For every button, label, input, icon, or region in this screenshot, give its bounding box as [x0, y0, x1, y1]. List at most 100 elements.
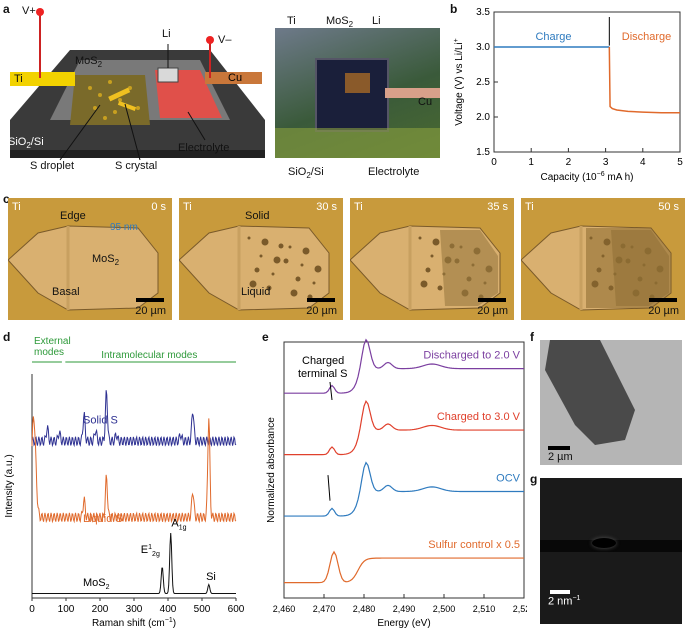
droplet: [418, 236, 422, 240]
sem-image: 2 µm: [540, 340, 682, 465]
frame-time-label: 35 s: [487, 201, 508, 213]
frame-scalebar-label: 20 µm: [306, 305, 337, 317]
diffraction-scalebar: [550, 590, 570, 594]
flake-drawing: [179, 225, 330, 311]
frame-scalebar-label: 20 µm: [135, 305, 166, 317]
legend-2: OCV: [496, 473, 521, 485]
panel-label-c: c: [3, 192, 10, 206]
frame-scalebar: [649, 298, 677, 302]
photo-ti-label: Ti: [287, 15, 296, 27]
x-tick-label: 500: [194, 604, 211, 615]
x-tick-label: 100: [58, 604, 75, 615]
y-tick-label: 3.0: [476, 42, 490, 53]
x-tick-label: 2: [566, 157, 572, 168]
droplet: [437, 285, 443, 291]
xanes-series-line: [284, 338, 524, 394]
s-crystal-label: S crystal: [115, 160, 158, 172]
photo-mos2-label: MoS: [326, 15, 349, 27]
flake-drawing: [8, 225, 159, 311]
legend-discharge: Discharge: [622, 31, 672, 43]
microscopy-frame: Ti 30 s 20 µm Solid Liquid: [179, 198, 343, 320]
liquid-label: Liquid: [241, 286, 271, 298]
diffraction-scalebar-label: 2 nm: [548, 595, 573, 608]
x-tick-label: 5: [677, 157, 683, 168]
plot-frame: [283, 341, 525, 599]
panel-label-f: f: [530, 330, 534, 344]
v-minus-label: V–: [218, 34, 232, 46]
droplet: [266, 285, 272, 291]
microscopy-frame: Ti 50 s 20 µm: [521, 198, 685, 320]
s-droplet-label: S droplet: [30, 160, 75, 172]
raman-series-line: [31, 390, 237, 448]
x-tick-label: 1: [528, 157, 534, 168]
raman-series-line: [31, 416, 237, 524]
x-tick-label: 0: [29, 604, 35, 615]
legend-1: Charged to 3.0 V: [437, 411, 521, 423]
droplet: [295, 276, 301, 282]
x-axis-label: Energy (eV): [377, 618, 430, 629]
mos2-flake-label: MoS: [92, 253, 115, 265]
mos2-sub: 2: [97, 60, 103, 70]
sem-scalebar-label: 2 µm: [548, 451, 573, 463]
series-line: [608, 46, 680, 114]
droplet: [259, 254, 263, 258]
y-axis-label: Voltage (V) vs Li/Li+: [453, 38, 465, 125]
x-tick-label: 2,510: [473, 604, 496, 614]
frame-ti-label: Ti: [12, 201, 21, 213]
y-tick-label: 2.5: [476, 77, 490, 88]
thickness-label: 95 nm: [110, 222, 138, 233]
droplet: [271, 272, 275, 276]
panel-label-b: b: [450, 2, 458, 16]
sem-scalebar: [548, 446, 570, 450]
droplet: [249, 280, 257, 288]
flake-drawing: [521, 225, 672, 311]
x-tick-label: 300: [126, 604, 143, 615]
external-modes-label2: modes: [34, 347, 64, 358]
charged-arrow-ocv: [327, 475, 331, 501]
x-tick-label: 3: [603, 157, 609, 168]
x-axis-label: Raman shift (cm−1): [92, 617, 176, 629]
droplet: [425, 267, 431, 273]
droplet: [302, 247, 310, 255]
y-tick-label: 1.5: [476, 147, 490, 158]
panel-label-d: d: [3, 330, 11, 344]
y-axis-label: Intensity (a.u.): [4, 454, 15, 517]
y-tick-label: 2.0: [476, 112, 490, 123]
photo-electrolyte-label: Electrolyte: [368, 166, 420, 178]
microscopy-frame: Ti 0 s 20 µm Edge Basal MoS2 95 nm: [8, 198, 172, 320]
legend-liquid-s: Liquid S: [83, 513, 123, 525]
panel-label-g: g: [530, 472, 538, 486]
x-tick-label: 2,520: [513, 604, 527, 614]
frame-ti-label: Ti: [354, 201, 363, 213]
droplet: [254, 267, 260, 273]
droplet: [261, 238, 269, 246]
x-tick-label: 2,460: [273, 604, 296, 614]
electrolyte-label: Electrolyte: [178, 142, 230, 154]
legend-charge: Charge: [535, 31, 571, 43]
x-tick-label: 2,500: [433, 604, 456, 614]
x-tick-label: 0: [491, 157, 497, 168]
sio2-sub: 2: [26, 141, 31, 151]
chart-d-raman: 0 100 200 300 400 500 600 Solid S Liquid S MoS2 E1…: [4, 336, 245, 629]
frame-scalebar-label: 20 µm: [477, 305, 508, 317]
frame-ti-label: Ti: [525, 201, 534, 213]
solid-label: Solid: [245, 210, 270, 222]
droplet: [314, 265, 322, 273]
device-schematic: [10, 8, 265, 161]
photo-li-label: Li: [372, 15, 381, 27]
photo-cu-label: Cu: [418, 96, 433, 108]
li-label: Li: [162, 28, 171, 40]
x-tick-label: 600: [228, 604, 245, 615]
droplet: [290, 289, 298, 297]
x-tick-label: 2,470: [313, 604, 336, 614]
frame-time-label: 0 s: [151, 201, 166, 213]
photo-sio2-rest: /Si: [310, 166, 324, 178]
mos2-spectrum-label: MoS2: [83, 577, 110, 591]
x-axis-label: Capacity (10−6 mA h): [540, 171, 633, 183]
x-tick-label: 2,480: [353, 604, 376, 614]
x-tick-label: 400: [160, 604, 177, 615]
flake-drawing: [350, 225, 501, 311]
droplet: [420, 280, 428, 288]
droplet: [312, 281, 316, 285]
external-modes-label: External: [34, 336, 71, 347]
